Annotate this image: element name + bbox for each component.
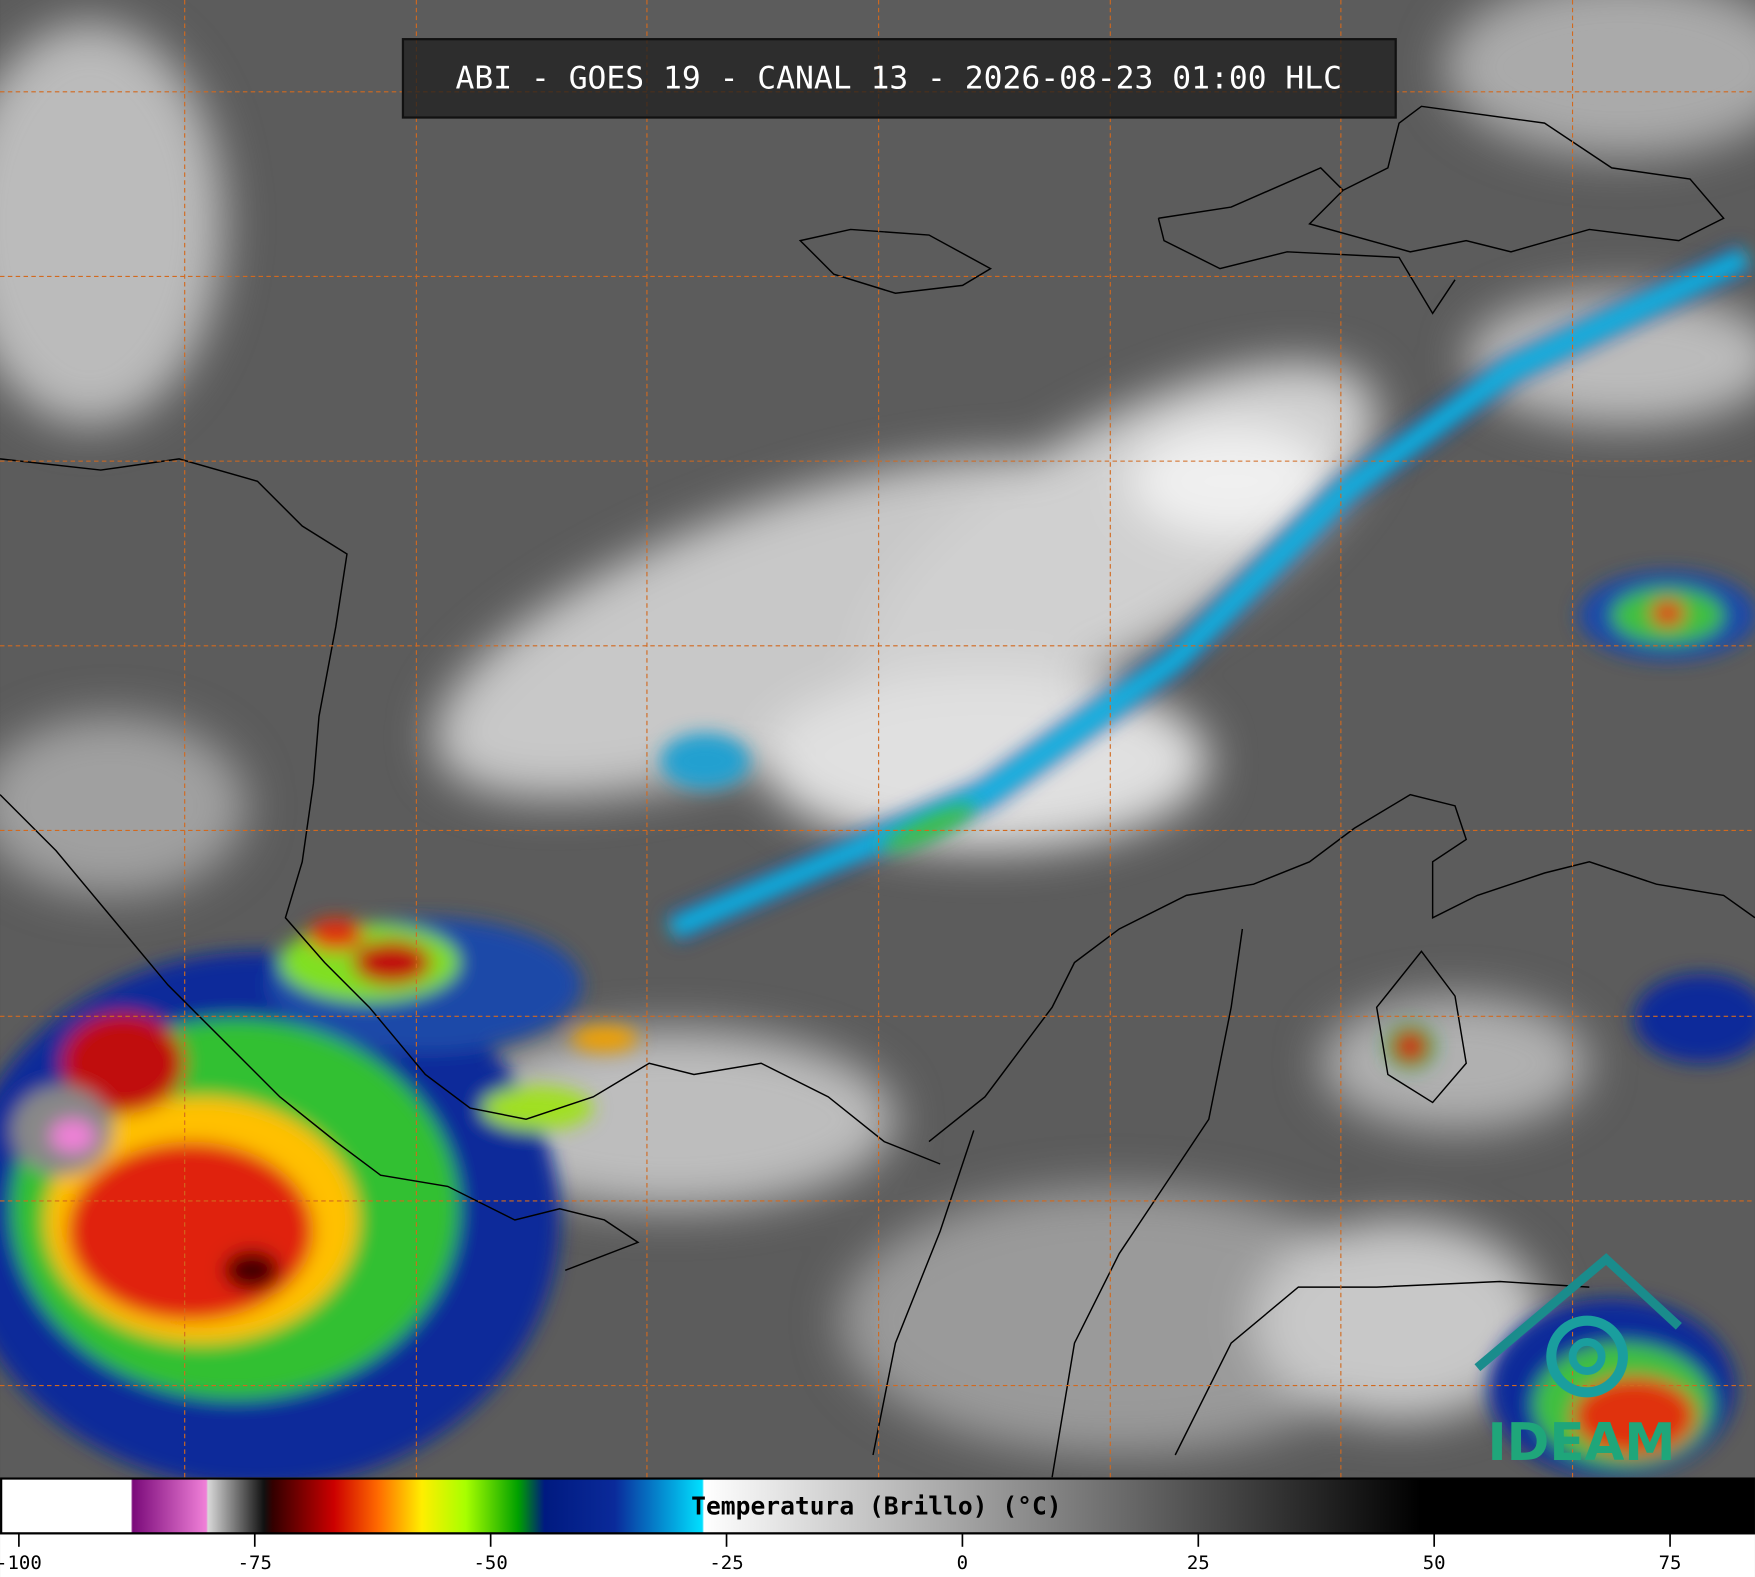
convective-system-shape bbox=[883, 804, 975, 852]
coastlines-shape bbox=[0, 458, 941, 1165]
cold-band-shape bbox=[1634, 973, 1755, 1064]
title-box: ABI - GOES 19 - CANAL 13 - 2026-08-23 01… bbox=[401, 38, 1397, 119]
clouds-shape bbox=[1130, 425, 1332, 538]
convective-system-shape bbox=[307, 917, 364, 952]
coastlines-shape bbox=[928, 793, 1755, 1143]
convective-system-shape bbox=[67, 1141, 314, 1321]
colorbar: Temperatura (Brillo) (°C) -100 -75 -50 -25 0… bbox=[0, 1477, 1755, 1577]
convective-system-shape bbox=[50, 1119, 96, 1153]
clouds-shape bbox=[1253, 1219, 1545, 1422]
colorbar-tick-label: 75 bbox=[1659, 1552, 1682, 1574]
logo: IDEAM bbox=[1474, 1253, 1682, 1473]
colorbar-tick-label: 0 bbox=[957, 1552, 968, 1574]
colorbar-tick-label: 50 bbox=[1423, 1552, 1446, 1574]
logo-swirl bbox=[1546, 1315, 1628, 1398]
imagery bbox=[0, 0, 1755, 1489]
colorbar-tick-label: -75 bbox=[238, 1552, 272, 1574]
colorbar-tick-label: -50 bbox=[473, 1552, 507, 1574]
convective-system-shape bbox=[1572, 1376, 1696, 1456]
convective-system-shape bbox=[352, 940, 431, 985]
cold-band-shape bbox=[1394, 1031, 1426, 1062]
clouds-shape bbox=[1320, 996, 1590, 1131]
logo-swirl-inner bbox=[1568, 1338, 1606, 1375]
colorbar-scale bbox=[0, 1477, 1755, 1535]
coastlines-shape bbox=[1375, 950, 1467, 1104]
clouds-shape bbox=[1443, 0, 1755, 157]
coastlines-shape bbox=[0, 794, 640, 1272]
coastlines-shape bbox=[872, 928, 1590, 1478]
clouds-shape bbox=[1466, 291, 1755, 426]
title-background bbox=[401, 38, 1397, 119]
convective-system-shape bbox=[570, 1025, 638, 1053]
logo-text: IDEAM bbox=[1487, 1413, 1675, 1473]
cold-band-shape bbox=[660, 733, 750, 790]
convective-system-shape bbox=[61, 1012, 185, 1114]
cold-band-shape bbox=[1650, 599, 1685, 627]
convective-system bbox=[0, 804, 1735, 1489]
colorbar-tick-label: -100 bbox=[0, 1552, 42, 1574]
colorbar-tick-label: -25 bbox=[709, 1552, 743, 1574]
coastlines bbox=[0, 105, 1755, 1478]
coastlines-shape bbox=[1158, 105, 1725, 253]
convective-system-shape bbox=[223, 1250, 280, 1291]
clouds-shape bbox=[0, 22, 224, 426]
convective-system-shape bbox=[481, 1085, 594, 1131]
clouds-shape bbox=[839, 1186, 1400, 1456]
coastlines-shape bbox=[798, 228, 993, 294]
colorbar-label: Temperatura (Brillo) (°C) bbox=[691, 1492, 1061, 1521]
coastlines-shape bbox=[1157, 218, 1456, 315]
title: ABI - GOES 19 - CANAL 13 - 2026-08-23 01… bbox=[456, 60, 1342, 96]
colorbar-tick-label: 25 bbox=[1187, 1552, 1210, 1574]
clouds bbox=[0, 0, 1755, 1456]
logo-roof bbox=[1474, 1253, 1682, 1372]
